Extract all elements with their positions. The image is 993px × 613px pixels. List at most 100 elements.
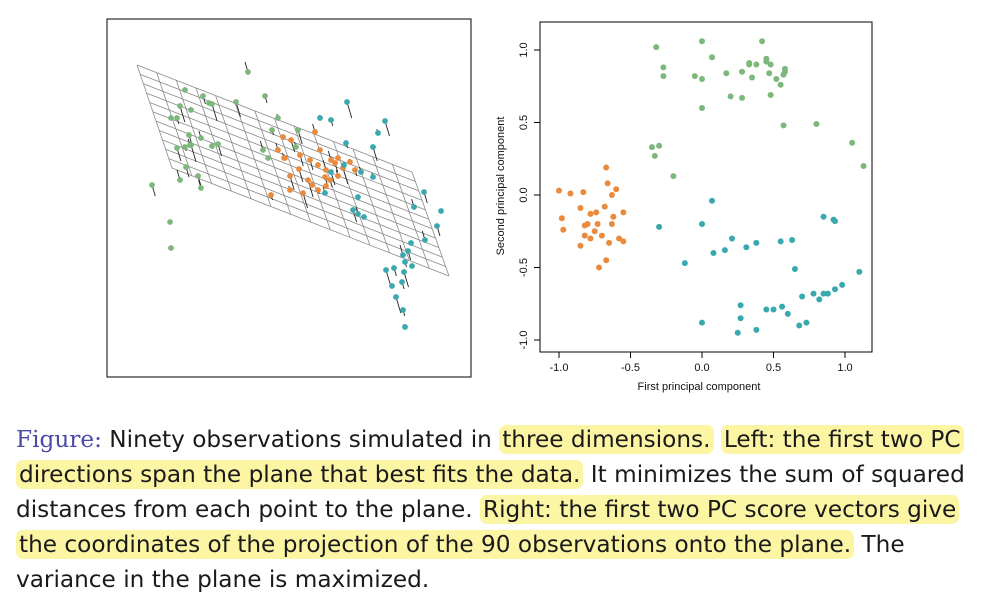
score-point bbox=[613, 186, 620, 193]
plane-grid-line bbox=[171, 167, 450, 277]
observation-point bbox=[323, 183, 329, 189]
figure-caption: Figure: Ninety observations simulated in… bbox=[16, 422, 981, 597]
score-point bbox=[656, 223, 663, 230]
y-tick-label: 0.0 bbox=[518, 187, 530, 202]
observation-point bbox=[182, 144, 188, 150]
observation-point bbox=[409, 263, 415, 269]
score-point bbox=[691, 73, 698, 80]
observation-point bbox=[358, 169, 364, 175]
score-point bbox=[770, 306, 777, 313]
plane-grid-line bbox=[234, 103, 272, 207]
score-point bbox=[608, 192, 615, 198]
score-point bbox=[743, 244, 750, 251]
score-point bbox=[587, 235, 594, 242]
score-point bbox=[660, 64, 667, 71]
observation-point bbox=[174, 115, 180, 121]
score-point bbox=[780, 122, 787, 129]
observation-point bbox=[401, 269, 407, 275]
observation-point bbox=[186, 132, 192, 138]
plane-grid-line bbox=[254, 110, 292, 215]
score-point bbox=[753, 239, 760, 246]
score-point bbox=[723, 70, 730, 77]
observation-point bbox=[305, 177, 311, 183]
observation-point bbox=[168, 245, 174, 251]
observation-point bbox=[177, 103, 183, 109]
observation-point bbox=[332, 160, 338, 166]
score-point bbox=[620, 238, 627, 245]
score-point bbox=[606, 239, 613, 246]
observation-point bbox=[262, 93, 268, 99]
observation-point bbox=[288, 137, 294, 143]
caption-text: It minimizes the sum of squared distance… bbox=[16, 461, 965, 523]
score-point bbox=[849, 139, 856, 146]
score-point bbox=[598, 232, 605, 239]
score-point bbox=[777, 238, 784, 245]
score-point bbox=[813, 120, 820, 127]
score-point bbox=[709, 197, 716, 204]
plane-grid-line bbox=[293, 126, 331, 230]
score-point bbox=[608, 221, 615, 227]
score-point bbox=[820, 290, 827, 297]
observation-point bbox=[309, 182, 315, 188]
observation-point bbox=[343, 140, 349, 146]
score-point bbox=[803, 319, 810, 326]
observation-point bbox=[315, 162, 321, 168]
figure-label: Figure: bbox=[16, 426, 102, 453]
observation-point bbox=[335, 155, 341, 161]
observation-point bbox=[355, 194, 361, 200]
score-point bbox=[603, 164, 610, 171]
score-point bbox=[739, 94, 746, 101]
score-point bbox=[799, 293, 806, 300]
score-point bbox=[746, 61, 753, 68]
observation-point bbox=[383, 267, 389, 273]
observation-point bbox=[296, 166, 302, 172]
observation-point bbox=[275, 115, 281, 121]
observation-point bbox=[370, 144, 376, 150]
observation-point bbox=[382, 118, 388, 124]
observation-point bbox=[375, 130, 381, 136]
observation-point bbox=[402, 324, 408, 330]
plane-grid-line bbox=[149, 102, 426, 211]
observation-point bbox=[328, 157, 334, 163]
plane-grid-line bbox=[168, 158, 446, 267]
score-point bbox=[577, 242, 584, 249]
observation-point bbox=[287, 173, 293, 179]
score-point bbox=[779, 303, 786, 310]
score-point bbox=[753, 326, 760, 333]
caption-text bbox=[714, 426, 721, 453]
projection-line bbox=[190, 144, 197, 163]
score-point bbox=[727, 93, 734, 100]
score-point bbox=[558, 215, 565, 222]
observation-point bbox=[188, 107, 194, 113]
score-point bbox=[699, 105, 705, 111]
score-point bbox=[596, 264, 603, 271]
left-panel-frame bbox=[106, 18, 472, 378]
observation-point bbox=[347, 159, 353, 165]
score-point bbox=[699, 319, 705, 326]
observation-point bbox=[174, 145, 180, 151]
score-point bbox=[763, 306, 770, 313]
score-point bbox=[709, 54, 716, 61]
y-tick-label: 1.0 bbox=[518, 42, 530, 57]
observation-point bbox=[300, 190, 306, 196]
score-point bbox=[593, 209, 600, 216]
plane-grid-line bbox=[136, 64, 413, 173]
observation-point bbox=[322, 190, 328, 196]
observation-point bbox=[287, 187, 293, 193]
plane-grid-line bbox=[152, 111, 429, 220]
score-point bbox=[781, 68, 788, 75]
score-point bbox=[699, 221, 705, 227]
score-point bbox=[777, 81, 784, 88]
observation-point bbox=[389, 283, 395, 289]
plane-grid-line bbox=[156, 72, 193, 176]
3d-observation-points bbox=[149, 69, 444, 330]
observation-point bbox=[280, 134, 286, 140]
observation-point bbox=[421, 189, 427, 195]
y-tick-label: -1.0 bbox=[518, 331, 530, 350]
score-point bbox=[791, 265, 798, 272]
score-point bbox=[753, 61, 760, 68]
observation-point bbox=[177, 177, 183, 183]
score-point bbox=[831, 286, 838, 293]
observation-point bbox=[209, 143, 215, 149]
